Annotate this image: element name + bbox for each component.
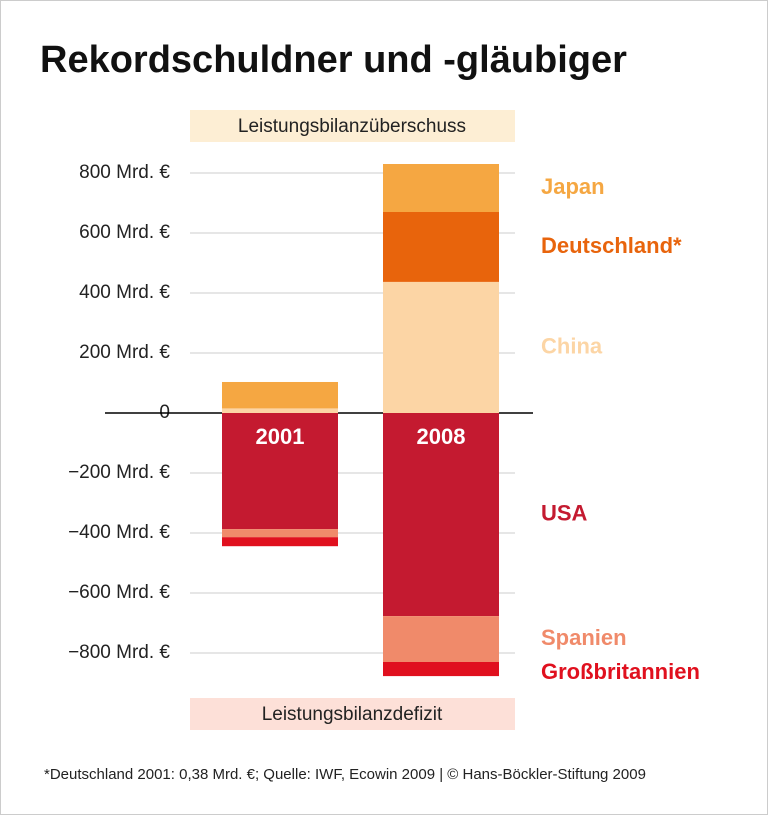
legend-label: USA [541, 500, 588, 525]
annotation: Leistungsbilanzüberschuss [238, 116, 466, 137]
y-tick-label: 400 Mrd. € [79, 282, 170, 303]
y-tick-label: −200 Mrd. € [68, 462, 170, 483]
y-tick-label: 800 Mrd. € [79, 162, 170, 183]
y-tick-label: −600 Mrd. € [68, 582, 170, 603]
bar-segment [383, 212, 499, 282]
legend-label: Spanien [541, 625, 627, 650]
bar-segment [383, 164, 499, 212]
annotation: Leistungsbilanzdefizit [262, 704, 443, 725]
y-tick-label: 600 Mrd. € [79, 222, 170, 243]
y-tick-label: −400 Mrd. € [68, 522, 170, 543]
chart-title: Rekordschuldner und -gläubiger [40, 39, 627, 81]
bar-segment [383, 616, 499, 662]
x-tick-label: 2008 [417, 424, 466, 449]
legend-label: Deutschland* [541, 233, 682, 258]
bar-segment [383, 413, 499, 617]
legend-label: China [541, 333, 603, 358]
bar-segment [383, 662, 499, 677]
legend-label: Japan [541, 174, 605, 199]
bar-segment [222, 381, 338, 409]
annotation-box [190, 110, 515, 142]
bar-segment [222, 413, 338, 530]
footnote: *Deutschland 2001: 0,38 Mrd. €; Quelle: … [44, 766, 646, 783]
bar-segment [222, 529, 338, 538]
legend-label: Großbritannien [541, 659, 700, 684]
x-tick-label: 2001 [256, 424, 305, 449]
bar-segment [222, 537, 338, 547]
bar-segment [222, 408, 338, 413]
bar-segment [383, 281, 499, 413]
y-tick-label: −800 Mrd. € [68, 642, 170, 663]
y-tick-label: 200 Mrd. € [79, 342, 170, 363]
annotation-box [190, 698, 515, 730]
